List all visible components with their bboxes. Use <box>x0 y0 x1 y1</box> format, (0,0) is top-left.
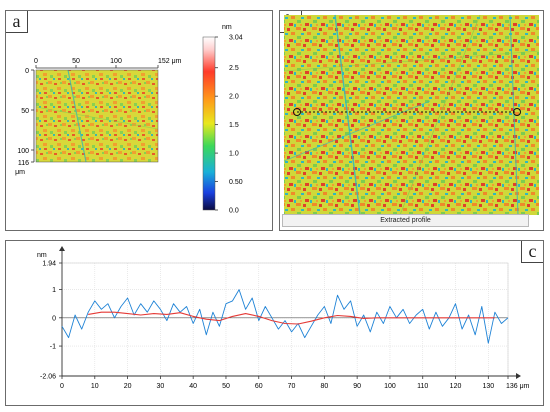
plot-frame <box>61 262 509 377</box>
x-tick-label: 50 <box>222 383 230 390</box>
x-tick-label: 60 <box>255 383 263 390</box>
x-tick-label: 70 <box>288 383 296 390</box>
x-tick-label: 110 <box>417 383 428 390</box>
colorbar-unit: nm <box>222 24 232 31</box>
x-tick-label: 0 <box>60 383 64 390</box>
colorbar-tick-label: 1.5 <box>229 122 239 129</box>
colorbar-tick-label: 0.50 <box>229 179 243 186</box>
profile-start-handle[interactable] <box>293 108 301 116</box>
panel-a-y-tick: 50 <box>21 108 29 115</box>
x-tick-label: 30 <box>156 383 164 390</box>
colorbar-ticks: 3.04 2.5 2.0 1.5 1.0 0.50 0.0 <box>215 35 243 215</box>
x-tick-label: 20 <box>124 383 132 390</box>
panel-a-x-tick: 50 <box>72 58 80 65</box>
panel-a-y-unit: μm <box>15 169 25 176</box>
panel-b: b Extracted profile <box>279 10 544 231</box>
panel-a-y-tick: 100 <box>17 148 29 155</box>
y-tick-label: 1 <box>52 287 56 294</box>
colorbar-tick-label: 3.04 <box>229 35 243 42</box>
profile-series-line <box>61 289 509 344</box>
x-tick-label: 120 <box>450 383 462 390</box>
panel-a-figure: 0 50 100 152 μm 0 50 100 116 μm nm 3.04 2… <box>15 24 243 215</box>
panel-b-figure <box>283 14 540 216</box>
x-tick-label: 100 <box>384 383 396 390</box>
x-tick-label: 10 <box>91 383 99 390</box>
y-axis-label: nm <box>37 252 47 259</box>
panel-a-letter: a <box>6 11 28 33</box>
colorbar-tick-label: 1.0 <box>229 151 239 158</box>
panel-c-letter: c <box>521 241 543 263</box>
panel-a: a <box>5 10 273 231</box>
filtered-series-line <box>88 311 495 325</box>
extracted-profile-caption: Extracted profile <box>282 214 529 227</box>
panel-a-y-tick: 116 <box>18 160 29 167</box>
colorbar-tick-label: 0.0 <box>229 208 239 215</box>
panel-a-x-tick: 0 <box>34 58 38 65</box>
x-tick-label: 90 <box>353 383 361 390</box>
x-axis-arrow <box>516 373 521 379</box>
profile-end-handle[interactable] <box>513 108 521 116</box>
colorbar-tick-label: 2.5 <box>229 65 239 72</box>
x-tick-label: 130 <box>482 383 494 390</box>
y-tick-label: 0 <box>52 315 56 322</box>
x-tick-label: 136 μm <box>506 383 530 390</box>
colorbar <box>202 36 216 211</box>
y-tick-label: -1 <box>50 344 56 351</box>
colorbar-tick-label: 2.0 <box>229 94 239 101</box>
y-tick-label: 1.94 <box>42 261 56 268</box>
panel-a-x-tick: 152 μm <box>158 58 182 65</box>
profile-chart: 0 10 20 30 40 50 60 70 80 90 100 110 120 130 136 μm1.9… <box>37 246 530 390</box>
panel-a-y-tick: 0 <box>25 68 29 75</box>
x-tick-label: 40 <box>189 383 197 390</box>
x-tick-label: 80 <box>320 383 328 390</box>
panel-a-x-tick: 100 <box>110 58 122 65</box>
panel-c: c 0 10 20 30 40 50 60 70 80 90 100 110 120 130 136 μm 1… <box>5 240 544 406</box>
y-tick-label: -2.06 <box>40 374 56 381</box>
y-axis-arrow <box>59 246 65 251</box>
